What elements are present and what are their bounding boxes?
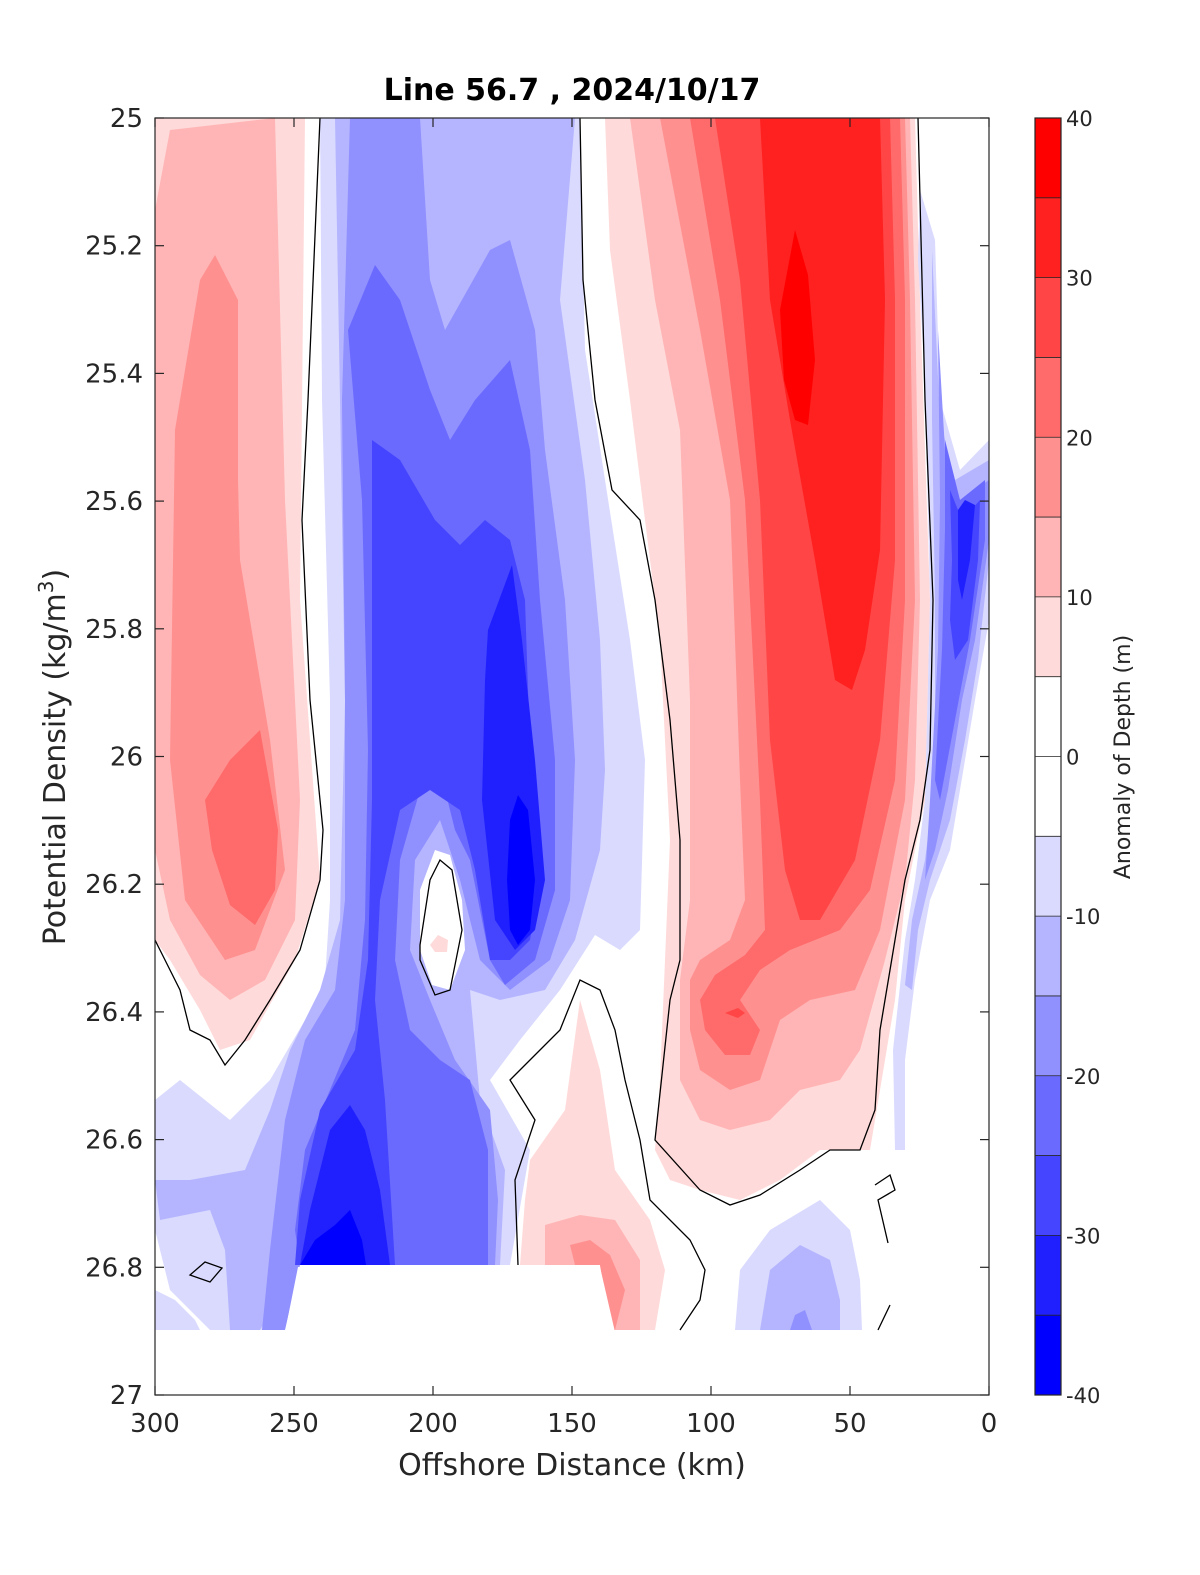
x-axis-ticks: 300 250 200 150 100 50 0 xyxy=(130,118,997,1439)
colorbar-ticks: 40 30 20 10 0 -10 -20 -30 -40 xyxy=(1066,107,1100,1408)
y-tick-label: 26.6 xyxy=(85,1126,143,1156)
offshore-deep-negative xyxy=(155,1290,200,1330)
y-tick-label: 25.4 xyxy=(85,359,143,389)
colorbar-segment xyxy=(1035,197,1061,278)
colorbar-tick-label: -10 xyxy=(1066,905,1100,929)
midline-negative-deep-level-7 xyxy=(300,1210,366,1265)
midline-negative-level-5 xyxy=(295,440,540,1265)
x-tick-label: 250 xyxy=(269,1409,319,1439)
colorbar-segment xyxy=(1035,118,1061,198)
colorbar-segment xyxy=(1035,1075,1061,1156)
deep-nearshore-negative-level-3 xyxy=(790,1310,812,1330)
no-data-mask xyxy=(155,1332,989,1395)
zero-contour-midline xyxy=(579,118,934,1206)
zero-contour-offshore-small xyxy=(188,1261,224,1283)
colorbar-segment xyxy=(1035,1155,1061,1236)
zero-contour-island xyxy=(419,858,463,996)
y-axis-ticks: 25 25.2 25.4 25.6 25.8 26 26.2 26.4 26.6 26.8 27 xyxy=(85,104,989,1411)
y-tick-label: 25 xyxy=(110,104,143,134)
island-positive-core xyxy=(430,935,448,952)
zero-contour-offshore xyxy=(155,118,324,1067)
colorbar-segment xyxy=(1035,277,1061,358)
colorbar-segment xyxy=(1035,836,1061,917)
zero-contour-coastal-bottom xyxy=(877,1304,891,1331)
contour-fills xyxy=(155,118,989,1395)
colorbar-tick-label: -40 xyxy=(1066,1384,1100,1408)
midline-negative-level-7 xyxy=(507,795,535,945)
y-tick-label: 26.8 xyxy=(85,1253,143,1283)
y-tick-label: 25.2 xyxy=(85,232,143,262)
y-tick-label: 26.4 xyxy=(85,998,143,1028)
coastal-negative-level-6 xyxy=(958,500,975,600)
zero-contour-tongue xyxy=(509,979,706,1331)
colorbar-frame xyxy=(1034,117,1062,1396)
nearshore-positive-level-7 xyxy=(780,230,815,425)
colorbar-segment xyxy=(1035,995,1061,1076)
colorbar-segment xyxy=(1035,1315,1061,1395)
island-positive xyxy=(420,850,465,990)
y-axis-label-superscript: 3 xyxy=(34,580,58,593)
y-tick-label: 25.6 xyxy=(85,487,143,517)
colorbar-tick-label: 10 xyxy=(1066,586,1093,610)
deep-nearshore-negative-level-2 xyxy=(760,1245,840,1330)
offshore-positive-level-4 xyxy=(205,730,278,925)
colorbar-segment xyxy=(1035,916,1061,996)
zero-contour-lines xyxy=(155,118,934,1331)
colorbar-tick-label: 40 xyxy=(1066,107,1093,131)
x-tick-label: 100 xyxy=(686,1409,736,1439)
y-tick-label: 27 xyxy=(110,1381,143,1411)
y-tick-label: 26.2 xyxy=(85,870,143,900)
colorbar-segment xyxy=(1035,517,1061,597)
colorbar-tick-label: 30 xyxy=(1066,267,1093,291)
chart-title: Line 56.7 , 2024/10/17 xyxy=(384,73,761,108)
colorbar xyxy=(1034,117,1062,1396)
x-tick-label: 300 xyxy=(130,1409,180,1439)
y-tick-label: 26 xyxy=(110,743,143,773)
x-tick-label: 150 xyxy=(547,1409,597,1439)
colorbar-tick-label: 20 xyxy=(1066,426,1093,450)
colorbar-segment xyxy=(1035,596,1061,677)
colorbar-label: Anomaly of Depth (m) xyxy=(1111,635,1136,879)
colorbar-segment xyxy=(1035,357,1061,438)
colorbar-tick-label: -30 xyxy=(1066,1224,1100,1248)
zero-contour-coastal-small xyxy=(874,1173,896,1244)
x-tick-label: 200 xyxy=(408,1409,458,1439)
colorbar-segment xyxy=(1035,1235,1061,1316)
no-data-mask-upper xyxy=(285,1267,615,1332)
colorbar-tick-label: 0 xyxy=(1066,746,1079,770)
y-tick-label: 25.8 xyxy=(85,615,143,645)
y-axis-label: Potential Density (kg/m3) xyxy=(34,569,73,945)
midline-negative-deep-level-6 xyxy=(300,1105,390,1265)
deep-positive-level-3 xyxy=(570,1240,625,1330)
colorbar-tick-label: -20 xyxy=(1066,1065,1100,1089)
colorbar-segment xyxy=(1035,756,1061,837)
x-axis-label: Offshore Distance (km) xyxy=(398,1448,746,1483)
colorbar-segment xyxy=(1035,676,1061,757)
nearshore-positive-small-core xyxy=(725,1008,745,1018)
colorbar-segment xyxy=(1035,437,1061,518)
x-tick-label: 0 xyxy=(981,1409,998,1439)
x-tick-label: 50 xyxy=(833,1409,866,1439)
